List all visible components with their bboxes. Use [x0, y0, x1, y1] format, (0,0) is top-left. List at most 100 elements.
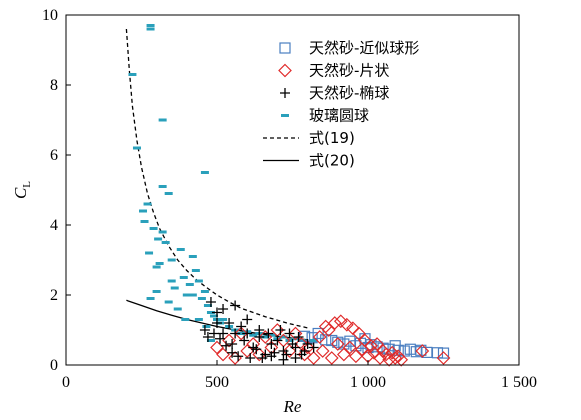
- data-point: [228, 351, 242, 365]
- plot-frame: [65, 14, 520, 366]
- data-point: [306, 332, 318, 344]
- data-point: [167, 258, 176, 262]
- y-tick-label: 2: [50, 287, 58, 304]
- x-tick-label: 0: [62, 374, 70, 391]
- data-point: [173, 307, 182, 311]
- data-point: [308, 342, 319, 353]
- data-point: [279, 335, 288, 339]
- data-point: [188, 255, 197, 258]
- data-point: [302, 339, 313, 349]
- data-point: [242, 328, 253, 339]
- data-point: [200, 171, 209, 174]
- data-point: [352, 326, 366, 341]
- data-point: [282, 344, 297, 358]
- data-point: [379, 347, 393, 362]
- data-point: [202, 332, 213, 342]
- series: [199, 297, 319, 365]
- data-point: [249, 333, 258, 337]
- data-point: [281, 114, 289, 117]
- data-point: [237, 332, 246, 335]
- data-point: [224, 318, 235, 328]
- data-point: [370, 337, 384, 351]
- y-axis-title-main: C: [11, 187, 30, 199]
- data-point: [154, 237, 163, 241]
- data-point: [309, 339, 318, 342]
- data-point: [415, 344, 430, 358]
- data-point: [284, 328, 295, 339]
- data-point: [212, 307, 222, 318]
- data-point: [140, 220, 149, 223]
- data-point: [216, 347, 230, 362]
- y-tick-label: 6: [50, 147, 58, 164]
- data-point: [333, 314, 348, 329]
- data-point: [394, 352, 409, 367]
- x-tick-label: 1 500: [501, 374, 537, 391]
- y-axis-title: CL: [11, 181, 33, 199]
- data-point: [206, 311, 215, 314]
- data-point: [194, 318, 203, 321]
- data-point: [227, 339, 238, 349]
- legend-label: 天然砂-片状: [309, 62, 389, 80]
- legend-item: 天然砂-近似球形: [279, 39, 419, 57]
- legend-label: 式(20): [309, 152, 355, 170]
- series: [125, 28, 308, 329]
- data-point: [251, 344, 262, 355]
- y-tick-label: 0: [50, 357, 58, 374]
- data-point: [245, 353, 256, 363]
- legend-item: 天然砂-片状: [278, 62, 389, 80]
- data-point: [320, 334, 332, 346]
- data-point: [280, 88, 290, 98]
- data-point: [306, 351, 321, 365]
- data-point: [299, 346, 310, 356]
- data-point: [385, 345, 400, 360]
- x-axis-ticks: 0 500 1 000 1 500: [62, 360, 537, 391]
- data-point: [209, 314, 218, 318]
- data-point: [324, 351, 339, 365]
- data-point: [281, 349, 292, 360]
- data-point: [155, 262, 164, 265]
- data-point: [218, 304, 229, 314]
- data-point: [230, 300, 241, 311]
- data-point: [179, 276, 188, 279]
- data-point: [252, 347, 267, 362]
- data-point: [315, 344, 330, 358]
- legend-item: 玻璃圆球: [281, 107, 369, 125]
- data-point: [164, 300, 173, 304]
- data-point: [330, 337, 345, 351]
- x-axis-title: Re: [283, 397, 302, 416]
- data-point: [230, 328, 241, 339]
- data-point: [206, 339, 215, 342]
- data-point: [236, 321, 247, 332]
- data-point: [287, 339, 298, 349]
- data-point: [202, 325, 211, 328]
- data-point: [272, 335, 283, 346]
- data-point: [266, 339, 277, 349]
- data-point: [290, 353, 301, 363]
- data-point: [208, 328, 219, 339]
- data-point: [158, 118, 167, 122]
- data-point: [261, 335, 270, 339]
- data-point: [181, 318, 190, 321]
- data-point: [312, 327, 324, 340]
- legend-item: 天然砂-椭球: [280, 84, 389, 102]
- data-point: [349, 349, 363, 364]
- data-point: [199, 325, 210, 335]
- data-point: [203, 304, 212, 307]
- data-point: [275, 325, 286, 335]
- x-tick-label: 1 000: [350, 374, 386, 391]
- legend-label: 玻璃圆球: [309, 107, 369, 125]
- data-point: [239, 335, 250, 346]
- data-point: [221, 340, 232, 351]
- data-point: [288, 326, 303, 341]
- data-point: [437, 347, 450, 359]
- data-point: [158, 230, 167, 234]
- data-point: [146, 24, 155, 27]
- plot-area: [125, 24, 451, 367]
- data-point: [191, 269, 200, 272]
- data-point: [227, 347, 238, 358]
- data-point: [364, 338, 378, 353]
- legend-item: 式(20): [263, 152, 355, 170]
- data-point: [266, 351, 277, 362]
- data-point: [152, 265, 161, 269]
- data-point: [143, 202, 152, 206]
